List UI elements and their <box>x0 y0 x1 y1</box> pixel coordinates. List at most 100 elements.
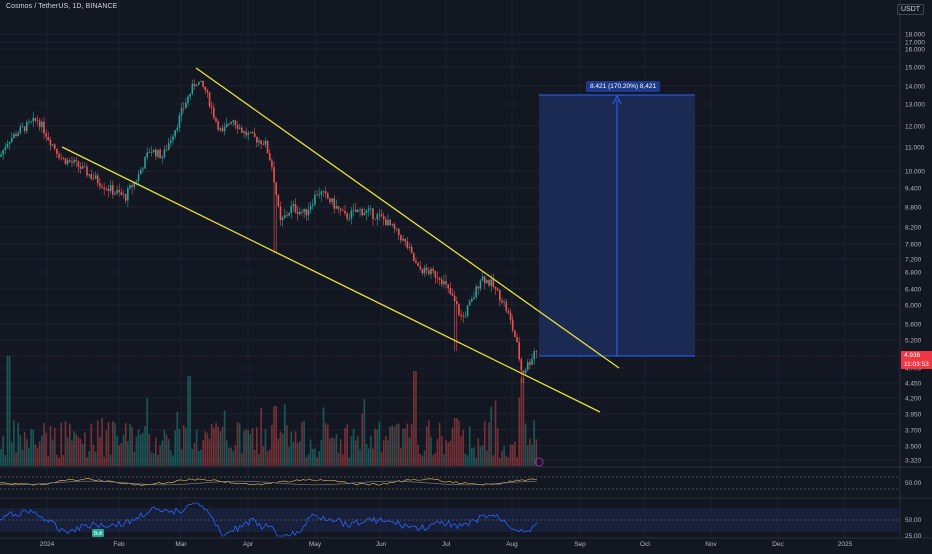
volume-bar <box>316 456 318 466</box>
measure-label[interactable]: 8.421 (170.20%) 8,421 <box>586 81 661 92</box>
trendlines[interactable] <box>61 67 620 413</box>
volume-bar <box>359 449 361 466</box>
candle-body <box>492 279 495 288</box>
candle-body <box>466 305 469 316</box>
volume-bar <box>417 445 419 466</box>
candle-body <box>286 215 288 216</box>
candle-body <box>165 149 168 151</box>
candle-body <box>473 297 475 299</box>
candle-body <box>17 133 19 136</box>
candle-body <box>139 169 142 175</box>
candle-body <box>507 311 510 313</box>
candle-body <box>185 102 187 108</box>
candle-body <box>155 149 157 157</box>
price-axis-label: 15.000 <box>905 64 925 71</box>
candle-body <box>421 269 424 274</box>
time-axis-label: Aug <box>506 541 518 548</box>
candle-body <box>43 121 45 134</box>
volume-bar <box>122 434 125 466</box>
candle-body <box>281 217 284 221</box>
candle-body <box>41 121 43 128</box>
candle-body <box>234 120 237 126</box>
candle-body <box>101 186 103 188</box>
symbol-title[interactable]: Cosmos / TetherUS, 1D, BINANCE <box>6 3 118 10</box>
candle-body <box>127 188 129 201</box>
candle-body <box>348 218 351 220</box>
volume-bar <box>260 407 262 466</box>
volume-bar <box>522 378 525 466</box>
candle-body <box>288 213 290 216</box>
candle-body <box>434 270 437 278</box>
volume-bar <box>357 436 359 466</box>
volume-bar <box>99 436 101 466</box>
volume-bar <box>21 449 24 466</box>
candle-body <box>198 81 200 85</box>
candle-body <box>81 165 84 169</box>
volume-bar <box>124 422 127 466</box>
candle-body <box>511 319 514 331</box>
currency-label[interactable]: USDT <box>896 4 924 15</box>
volume-bar <box>114 423 116 466</box>
candle-body <box>499 290 501 301</box>
candle-body <box>60 157 62 159</box>
volume-bar <box>462 430 465 466</box>
time-axis-label: Feb <box>113 541 125 548</box>
candle-body <box>172 136 174 141</box>
volume-bar <box>496 428 499 466</box>
long-position-measure[interactable] <box>539 94 695 357</box>
volume-bar <box>144 426 146 466</box>
volume-bar <box>425 426 428 466</box>
volume-bar <box>105 430 108 466</box>
volume-bar <box>176 412 179 466</box>
volume-bar <box>421 455 424 466</box>
candle-body <box>268 152 271 161</box>
volume-bar <box>2 435 4 466</box>
time-axis-label: May <box>309 541 322 548</box>
candle-body <box>62 158 65 159</box>
candle-body <box>382 216 385 220</box>
osc-line-2 <box>0 480 538 486</box>
volume-bar <box>210 424 213 466</box>
volume-bar <box>88 451 90 466</box>
candle-body <box>247 133 250 136</box>
candle-body <box>170 140 172 143</box>
candle-body <box>380 214 383 217</box>
candle-body <box>438 278 441 280</box>
candle-body <box>406 241 409 248</box>
candle-body <box>277 195 280 207</box>
candle-body <box>352 209 355 211</box>
volume-bar <box>159 445 161 466</box>
volume-bar <box>84 432 86 466</box>
candle-body <box>137 174 140 181</box>
volume-bar <box>335 434 338 466</box>
volume-bar <box>103 456 105 466</box>
candle-body <box>238 127 241 129</box>
candle-body <box>333 198 336 209</box>
price-axis-label: 8.800 <box>905 204 922 211</box>
candle-body <box>314 194 316 205</box>
volume-bar <box>387 440 389 466</box>
candle-body <box>294 204 297 213</box>
candle-body <box>66 160 69 164</box>
volume-bar <box>92 444 95 466</box>
candle-body <box>251 132 254 134</box>
volume-bar <box>333 438 336 466</box>
candle-body <box>53 144 56 149</box>
candle-body <box>86 166 88 176</box>
candle-body <box>56 148 58 154</box>
bull-marker <box>92 529 104 537</box>
volume-bar <box>73 431 75 466</box>
last-price-badge: 4.936 <box>901 351 932 360</box>
candle-body <box>38 120 41 128</box>
candle-body <box>456 301 458 305</box>
volume-bar <box>129 423 131 466</box>
price-axis-label: 7.200 <box>905 256 922 263</box>
volume-bar <box>137 429 140 466</box>
volume-bar <box>488 422 490 466</box>
candle-body <box>163 149 166 157</box>
candle-body <box>464 315 467 317</box>
volume-bar <box>213 427 215 466</box>
price-axis-label: 10.000 <box>905 168 925 175</box>
